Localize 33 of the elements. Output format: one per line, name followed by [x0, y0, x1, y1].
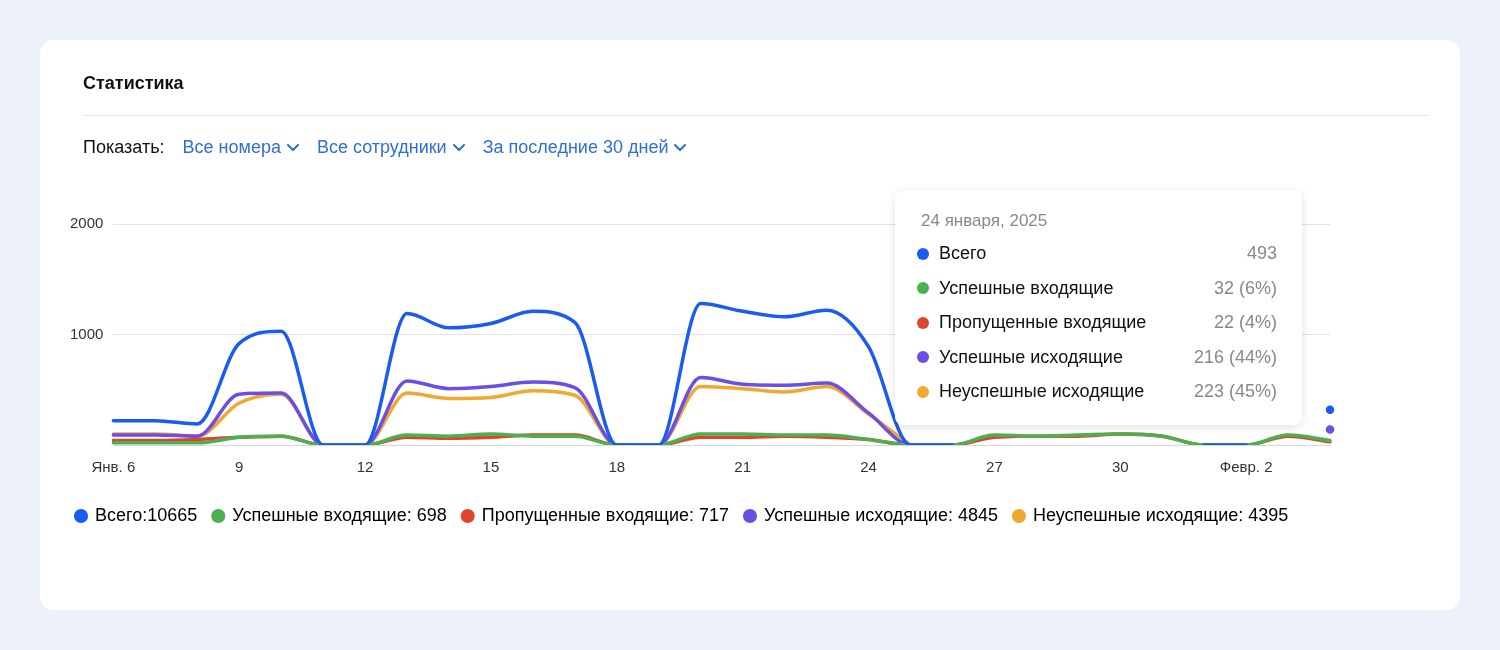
x-tick-label: 9: [235, 458, 244, 476]
x-tick-label: 24: [860, 458, 877, 476]
text: Все сотрудники: [316, 137, 447, 158]
x-tick-label: 21: [734, 458, 751, 476]
legend-label: Пропущенные входящие: 717: [481, 504, 729, 525]
annotation: Успешные входящие: [939, 277, 1115, 299]
annotation: 216 (44%): [1193, 346, 1277, 368]
annotation: Неуспешные исходящие: [939, 381, 1146, 402]
x-tick-label: 18: [608, 458, 626, 476]
text: Все номера: [182, 137, 281, 158]
annotation: 24 января, 2025: [921, 211, 1048, 231]
x-tick-label: Янв. 6: [91, 458, 136, 476]
y-tick-label: 1000: [69, 324, 104, 342]
x-tick-label: Февр. 2: [1219, 458, 1273, 476]
annotation: 223 (45%): [1193, 381, 1277, 402]
x-tick-label: 30: [1111, 458, 1129, 476]
text: За последние 30 дней: [482, 137, 669, 158]
text: Показать:: [83, 137, 165, 158]
annotation: 22 (4%): [1213, 312, 1277, 333]
annotation: 493: [1246, 243, 1277, 264]
legend-label: Успешные исходящие: 4845: [763, 504, 998, 525]
x-tick-label: 12: [356, 458, 374, 476]
annotation: Успешные исходящие: [939, 346, 1124, 368]
x-tick-label: 27: [986, 458, 1003, 476]
x-tick-label: 15: [482, 458, 500, 476]
legend-label: Всего:10665: [95, 504, 198, 525]
annotation: 32 (6%): [1213, 277, 1277, 299]
annotation: Всего: [939, 243, 988, 264]
legend-label: Неуспешные исходящие: 4395: [1032, 504, 1289, 525]
annotation: Пропущенные входящие: [939, 312, 1148, 333]
y-tick-label: 2000: [69, 214, 104, 232]
legend-label: Успешные входящие: 698: [232, 504, 447, 525]
chart-title: Статистика: [83, 73, 184, 94]
